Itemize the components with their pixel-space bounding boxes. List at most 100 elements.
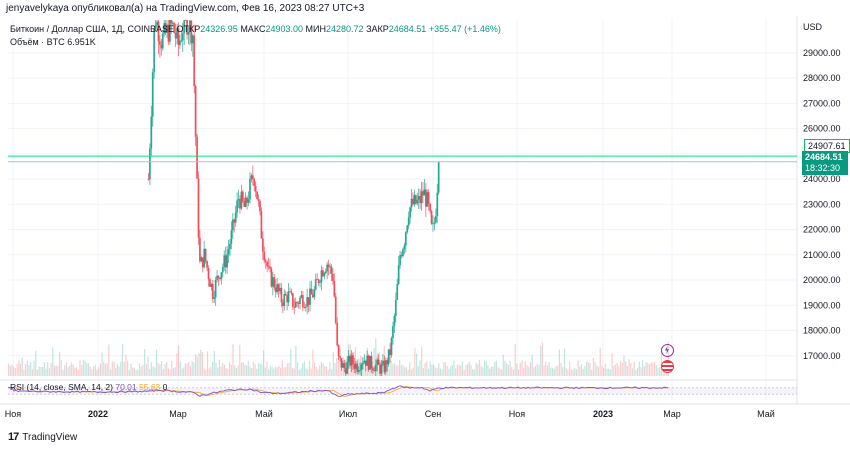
volume-bar xyxy=(257,363,260,376)
volume-bar xyxy=(178,345,180,376)
volume-bar xyxy=(283,367,285,376)
candle-body xyxy=(153,29,156,73)
candle-body xyxy=(330,266,333,274)
volume-bar xyxy=(603,367,605,376)
volume-bar xyxy=(242,362,244,376)
volume-bar xyxy=(363,363,365,376)
candle-body xyxy=(277,284,280,292)
candle-body xyxy=(406,225,409,233)
volume-bar xyxy=(189,366,192,376)
price-tick-label: 29000.00 xyxy=(803,48,841,58)
candle-body xyxy=(301,295,304,308)
volume-bar xyxy=(132,367,134,376)
candle-body xyxy=(319,281,321,283)
countdown: 18:32:30 xyxy=(805,163,841,173)
candle-body xyxy=(337,345,340,357)
volume-bar xyxy=(334,363,336,376)
candle-body xyxy=(329,266,331,268)
volume-bar xyxy=(183,367,185,376)
volume-bar xyxy=(303,361,305,376)
volume-bar xyxy=(86,363,88,376)
candle-body xyxy=(293,306,296,308)
volume-bar xyxy=(300,368,302,376)
candle-body xyxy=(267,266,270,268)
candle-body xyxy=(274,287,277,293)
volume-bar xyxy=(606,368,608,376)
candle-body xyxy=(191,35,194,44)
candle-body xyxy=(168,20,171,42)
us-flag-event-icon[interactable] xyxy=(661,360,674,373)
volume-bar xyxy=(217,367,219,376)
volume-bar xyxy=(145,364,147,376)
candle-body xyxy=(422,191,424,196)
volume-bar xyxy=(82,360,84,376)
volume-bar xyxy=(210,366,212,376)
volume-bar xyxy=(118,366,120,376)
volume-bar xyxy=(382,363,384,376)
low-value: 24280.72 xyxy=(326,24,364,34)
volume-bar xyxy=(506,363,508,376)
volume-label: Объём · BTC xyxy=(10,37,65,47)
volume-bar xyxy=(609,369,611,376)
volume-bar xyxy=(208,368,210,376)
volume-bar xyxy=(87,363,90,376)
candle-body xyxy=(373,370,376,372)
volume-bar xyxy=(654,361,656,376)
volume-bar xyxy=(40,367,42,376)
volume-bar xyxy=(110,369,112,376)
volume-bar xyxy=(147,356,149,376)
volume-bar xyxy=(625,361,627,376)
volume-bar xyxy=(463,369,465,376)
volume-bar xyxy=(422,368,424,376)
candle-body xyxy=(344,368,347,374)
volume-bar xyxy=(291,368,294,376)
candle-body xyxy=(211,283,214,299)
volume-bar xyxy=(179,361,181,376)
candle-body xyxy=(197,178,200,238)
volume-bar xyxy=(50,362,52,376)
volume-bar xyxy=(477,364,479,376)
candle-body xyxy=(389,349,391,355)
volume-bar xyxy=(545,361,547,376)
volume-bar xyxy=(200,349,202,376)
volume-bar xyxy=(21,357,23,376)
volume-bar xyxy=(11,364,13,376)
candle-body xyxy=(173,22,176,33)
volume-bar xyxy=(308,360,311,376)
candle-body xyxy=(429,203,432,212)
volume-bar xyxy=(388,368,390,376)
volume-bar xyxy=(305,368,307,376)
volume-bar xyxy=(246,365,248,376)
volume-bar xyxy=(84,360,86,376)
volume-bar xyxy=(485,361,487,376)
candle-body xyxy=(207,267,210,280)
candle-body xyxy=(158,41,161,45)
volume-bar xyxy=(404,367,406,376)
volume-bar xyxy=(560,362,562,376)
candle-body xyxy=(412,198,414,205)
price-tick-label: 26000.00 xyxy=(803,124,841,134)
candle-body xyxy=(353,364,356,369)
candle-body xyxy=(390,338,393,355)
close-label: ЗАКР xyxy=(366,24,389,34)
volume-bar xyxy=(614,364,617,376)
lightning-icon[interactable] xyxy=(661,344,674,357)
volume-bar xyxy=(144,348,146,376)
volume-bar xyxy=(592,357,594,376)
candle-body xyxy=(240,191,243,209)
volume-bar xyxy=(317,369,319,376)
rsi-extra-value: 0 xyxy=(162,382,168,392)
volume-bar xyxy=(557,365,559,376)
volume-bar xyxy=(74,367,76,376)
volume-bar xyxy=(14,368,16,376)
price-chart-svg[interactable]: USD 17000.00 18000.00 19000.00 20000.00 21000… xyxy=(0,16,850,426)
volume-bar xyxy=(633,362,635,376)
volume-bar xyxy=(244,364,246,376)
rsi-value: 70.01 xyxy=(115,382,137,392)
chart-area[interactable]: USD 17000.00 18000.00 19000.00 20000.00 21000… xyxy=(0,16,850,426)
candle-body xyxy=(189,20,191,33)
candle-body xyxy=(263,251,266,261)
candle-body xyxy=(206,260,208,268)
volume-bar xyxy=(155,349,158,376)
candle-body xyxy=(170,20,173,24)
